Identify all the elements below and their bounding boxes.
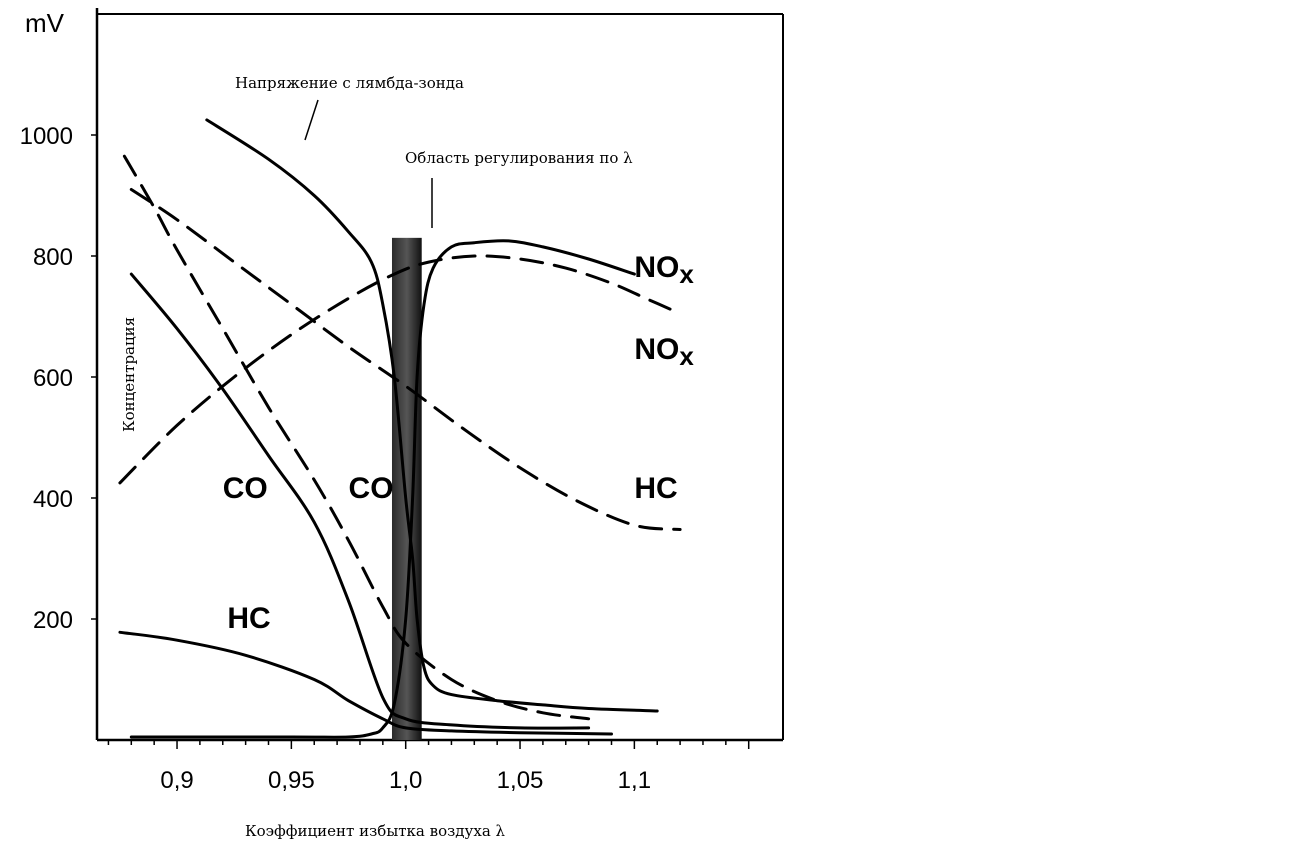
- series-lines: [118, 118, 682, 739]
- series-line-co-solid: [129, 272, 591, 730]
- series-label-co: CO: [223, 472, 268, 505]
- y-tick-label: 800: [33, 244, 73, 271]
- y-tick-label: 200: [33, 607, 73, 634]
- y-tick-label: 1000: [20, 123, 73, 150]
- series-label-co: CO: [349, 472, 394, 505]
- y-tick-label: 600: [33, 365, 73, 392]
- x-tick-label: 0,95: [268, 767, 315, 794]
- x-tick-label: 1,0: [389, 767, 422, 794]
- series-label-nox: NOx: [634, 333, 694, 371]
- lambda-voltage-leader: [304, 99, 319, 141]
- y-tick-label: 400: [33, 486, 73, 513]
- y-axis-ticks: 200 400 600 800 1000: [20, 123, 97, 634]
- lambda-voltage-annotation: Напряжение с лямбда-зонда: [235, 74, 464, 92]
- y-unit-label: mV: [25, 8, 65, 38]
- series-label-hc: HC: [227, 602, 270, 635]
- series-label-nox: NOx: [634, 251, 694, 289]
- control-region-annotation: Область регулирования по λ: [405, 149, 633, 167]
- series-line-nox-solid: [129, 239, 636, 739]
- series-label-hc: HC: [634, 472, 677, 505]
- control-region-band: [391, 237, 422, 740]
- x-axis-label: Коэффициент избытка воздуха λ: [245, 822, 506, 840]
- x-tick-label: 1,1: [618, 767, 651, 794]
- x-tick-label: 1,05: [497, 767, 544, 794]
- x-tick-label: 0,9: [160, 767, 193, 794]
- x-axis-ticks: 0,9 0,95 1,0 1,05 1,1: [107, 740, 750, 794]
- series-line-hc-dashed: [129, 188, 682, 531]
- series-line-nox-dashed: [118, 254, 682, 485]
- series-line-co-dashed: [122, 154, 591, 721]
- y-axis-label: Концентрация: [120, 317, 138, 432]
- series-line-hc-solid: [118, 630, 613, 736]
- series-labels: NOx NOx HC CO CO HC: [223, 251, 695, 635]
